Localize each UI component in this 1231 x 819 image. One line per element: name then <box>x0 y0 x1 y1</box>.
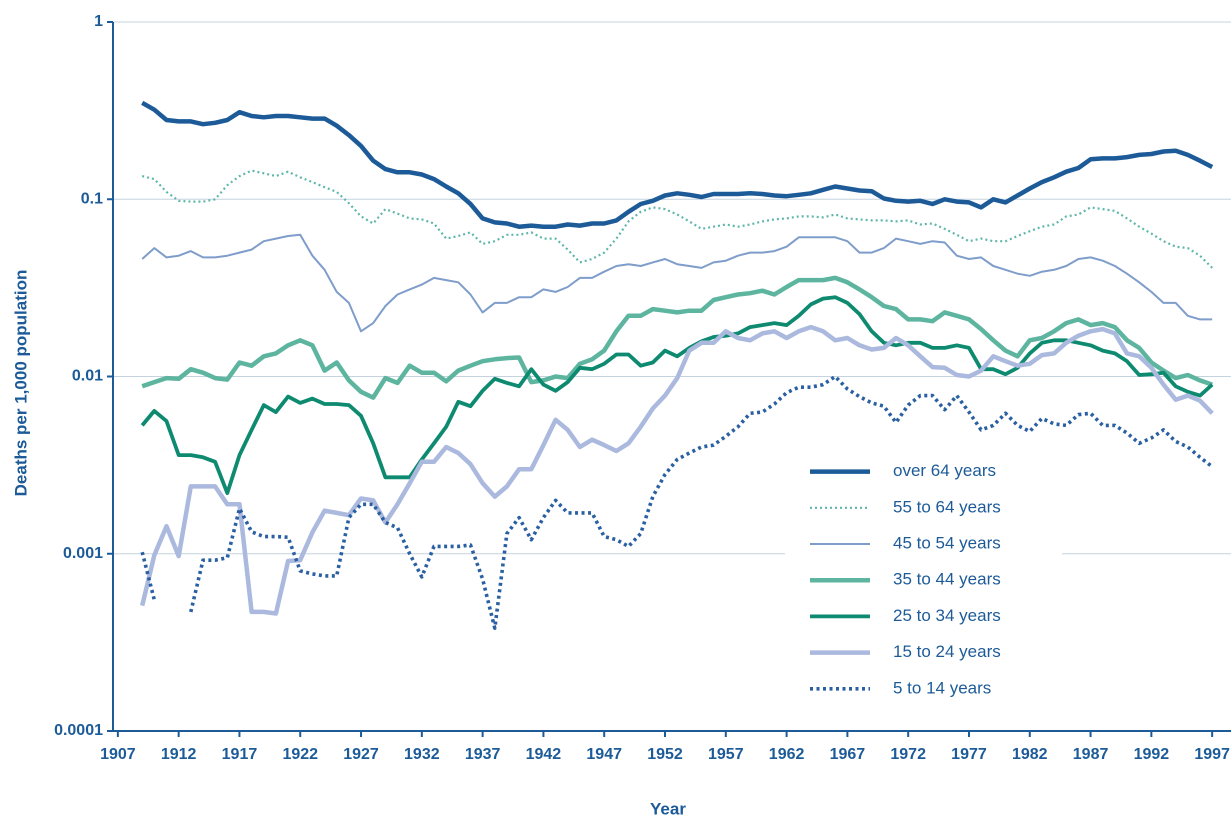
x-tick-label: 1947 <box>586 746 622 763</box>
series-line <box>141 233 1213 333</box>
legend-label: 35 to 44 years <box>893 570 1001 589</box>
y-tick-label: 0.001 <box>63 545 103 562</box>
x-tick-label: 1997 <box>1194 746 1230 763</box>
x-tick-label: 1912 <box>161 746 197 763</box>
series-line <box>140 374 1214 630</box>
x-tick-label: 1907 <box>100 746 136 763</box>
legend-label: 25 to 34 years <box>893 606 1001 625</box>
x-tick-label: 1932 <box>404 746 440 763</box>
x-tick-label: 1937 <box>465 746 501 763</box>
x-tick-label: 1942 <box>526 746 562 763</box>
y-tick-label: 0.01 <box>72 368 103 385</box>
x-tick-label: 1917 <box>222 746 258 763</box>
x-tick-label: 1927 <box>343 746 379 763</box>
series-line <box>140 295 1214 495</box>
x-tick-label: 1972 <box>890 746 926 763</box>
x-tick-label: 1957 <box>708 746 744 763</box>
legend-label: 5 to 14 years <box>893 678 991 697</box>
x-tick-label: 1992 <box>1134 746 1170 763</box>
x-tick-label: 1987 <box>1073 746 1109 763</box>
y-tick-label: 0.1 <box>81 190 103 207</box>
x-tick-label: 1982 <box>1012 746 1048 763</box>
legend-label: 45 to 54 years <box>893 533 1001 552</box>
series-line <box>141 169 1213 269</box>
legend-label: 55 to 64 years <box>893 497 1001 516</box>
legend-background <box>785 453 1062 715</box>
x-tick-label: 1962 <box>769 746 805 763</box>
x-axis-title: Year <box>650 799 686 818</box>
legend-label: 15 to 24 years <box>893 642 1001 661</box>
series-line <box>140 324 1214 616</box>
x-tick-label: 1922 <box>282 746 318 763</box>
x-tick-label: 1977 <box>951 746 987 763</box>
legend-label: over 64 years <box>893 461 996 480</box>
x-tick-label: 1967 <box>830 746 866 763</box>
y-tick-label: 1 <box>94 13 103 30</box>
y-tick-label: 0.0001 <box>54 722 103 739</box>
series-line <box>141 100 1214 229</box>
series-line <box>141 275 1213 400</box>
y-axis-title: Deaths per 1,000 population <box>11 270 30 497</box>
x-tick-label: 1952 <box>647 746 683 763</box>
